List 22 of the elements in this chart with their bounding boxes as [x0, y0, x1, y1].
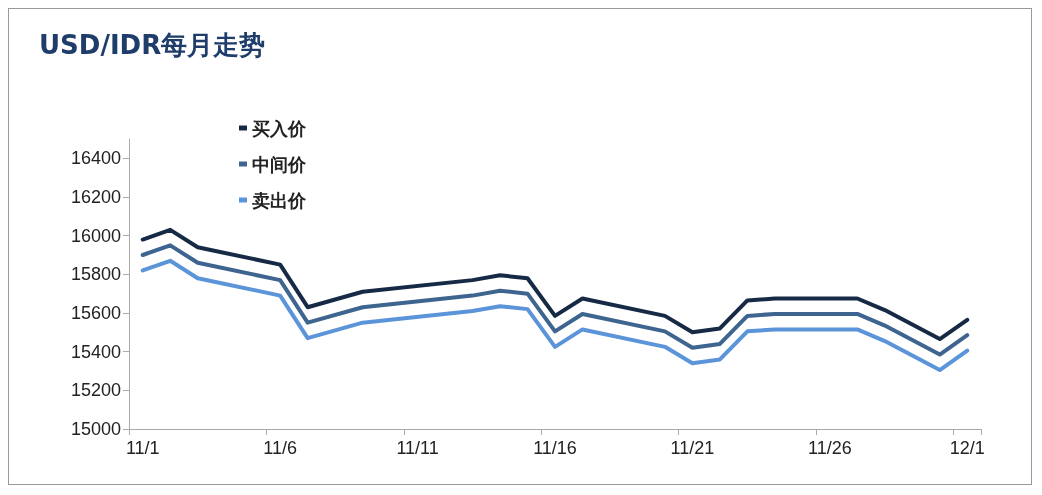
x-tick-label: 11/16: [533, 438, 577, 458]
legend-label: 买入价: [252, 117, 307, 139]
x-tick-label: 12/1: [949, 438, 985, 458]
y-tick-label: 16000: [70, 225, 121, 246]
x-tick-label: 11/1: [125, 438, 160, 458]
x-tick-label: 11/6: [263, 438, 298, 458]
y-tick-label: 15400: [70, 341, 121, 362]
chart-title: USD/IDR每月走势: [39, 30, 266, 60]
x-tick-label: 11/26: [807, 438, 852, 458]
line-series: [140, 258, 970, 373]
legend-label: 卖出价: [252, 189, 307, 211]
y-tick-label: 15200: [70, 380, 121, 401]
line-series: [140, 243, 970, 357]
y-tick-label: 15600: [70, 303, 121, 323]
y-tick-label: 15000: [70, 419, 121, 439]
y-tick-label: 16200: [70, 187, 121, 207]
line-series: [140, 227, 970, 342]
x-tick-label: 11/11: [396, 438, 439, 458]
x-tick-label: 11/21: [670, 438, 715, 458]
y-tick-label: 15800: [70, 264, 121, 285]
y-tick-label: 16400: [70, 148, 121, 169]
legend-label: 中间价: [252, 153, 307, 175]
